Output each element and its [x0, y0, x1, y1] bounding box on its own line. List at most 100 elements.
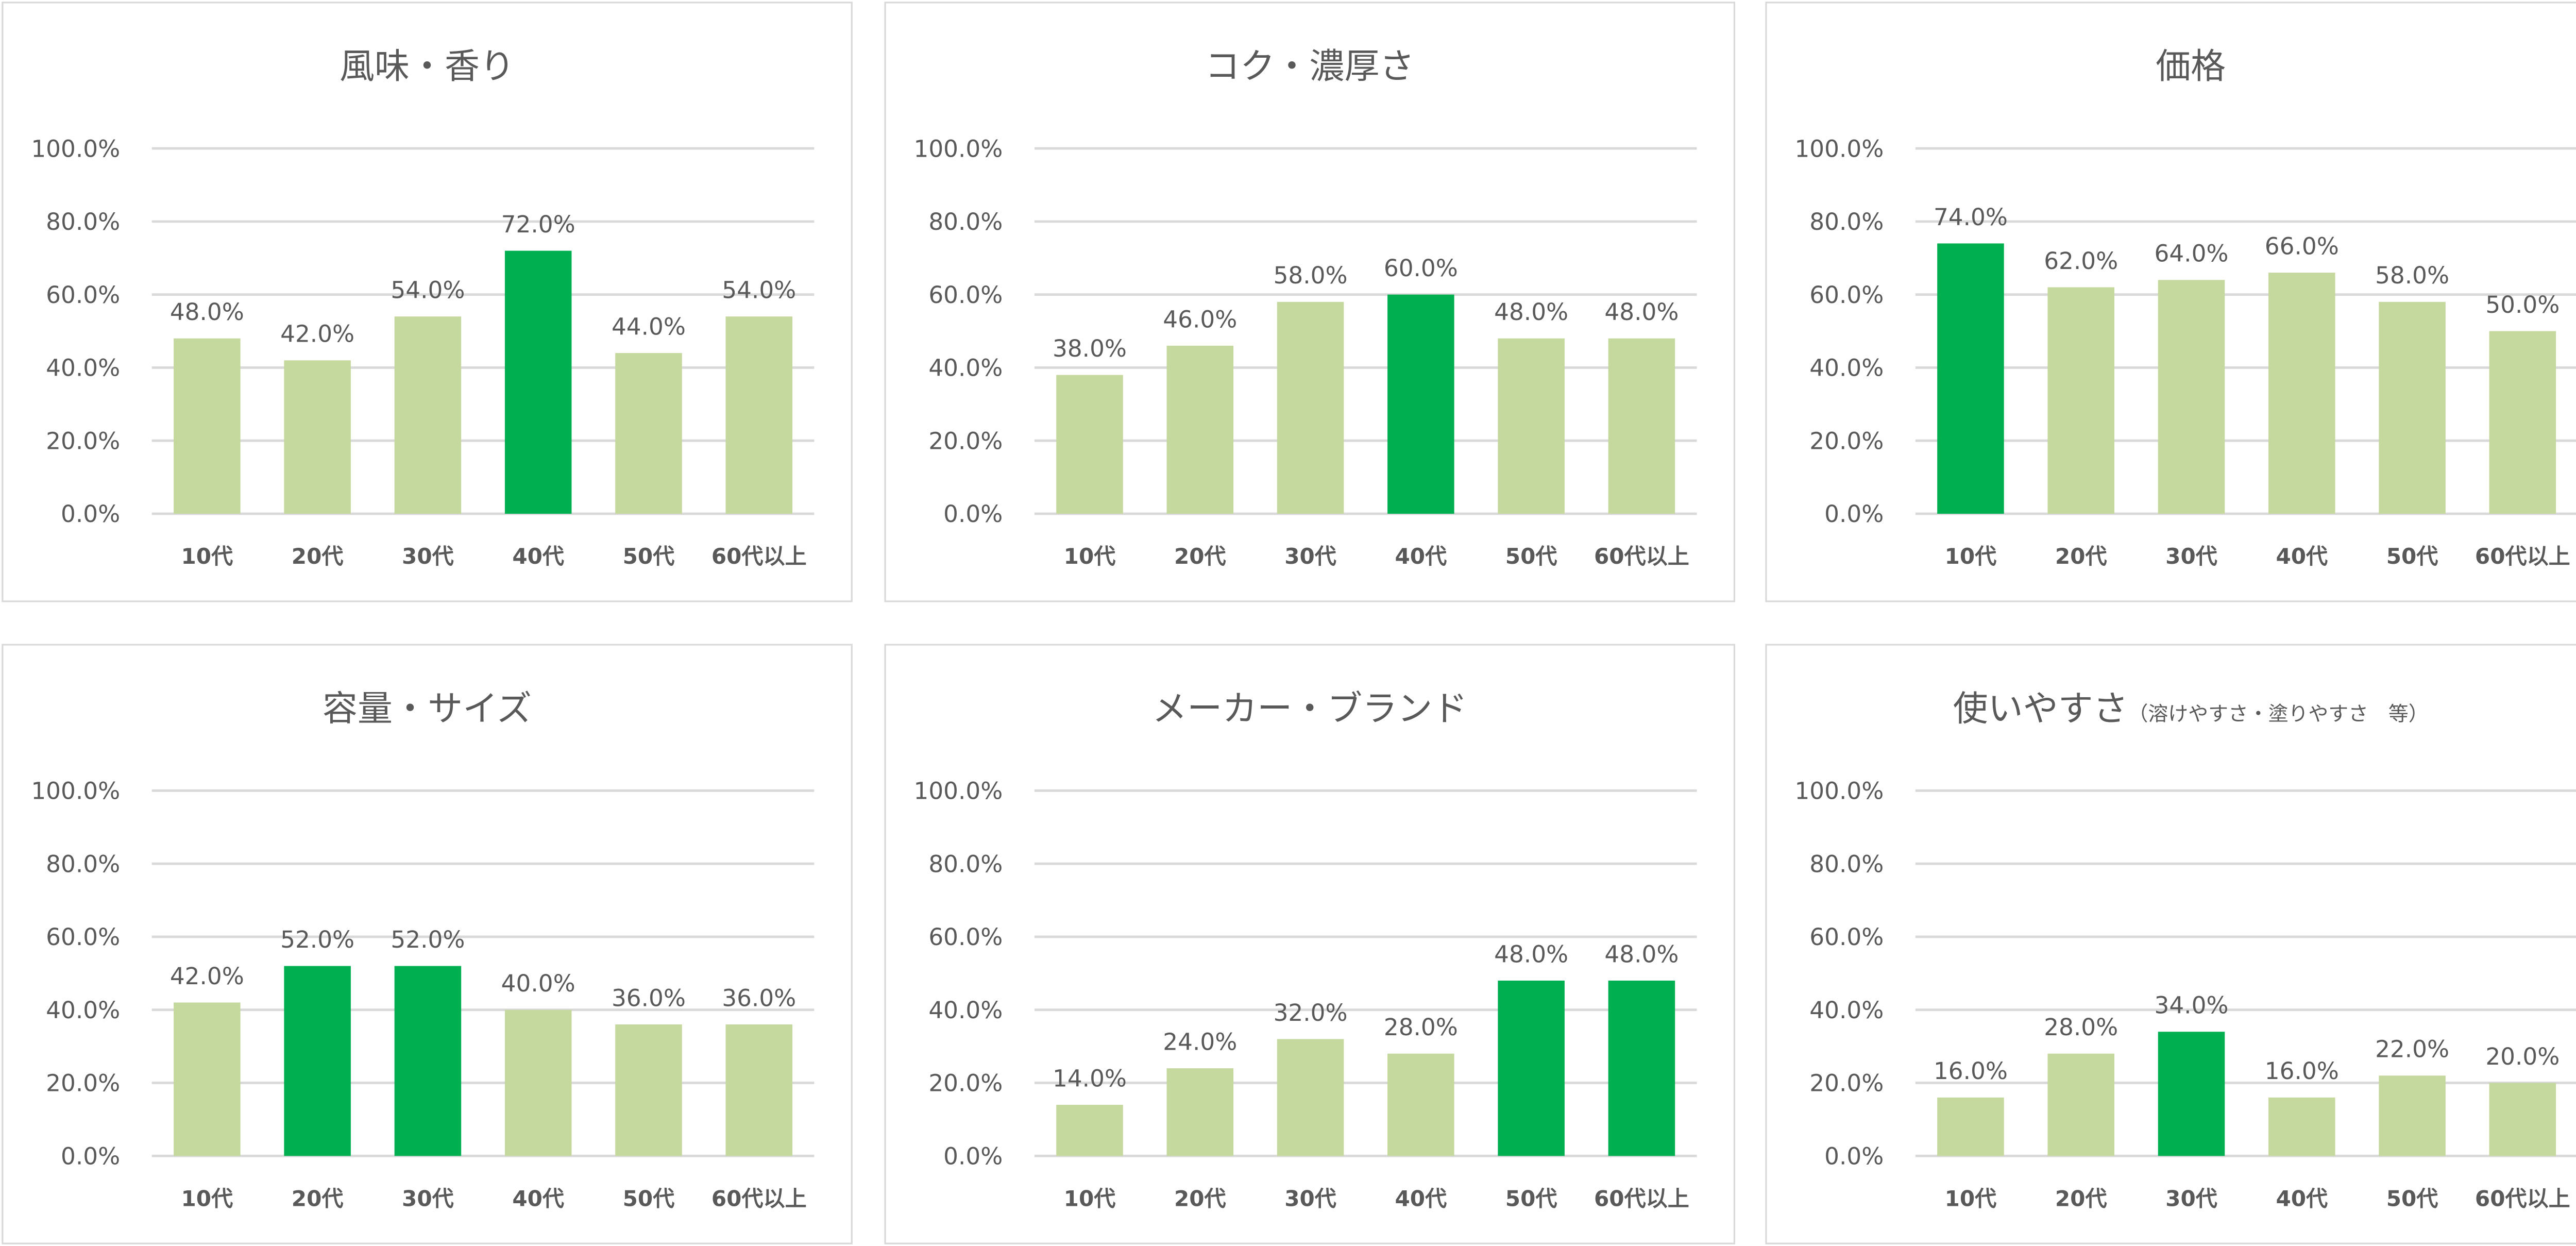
x-tick-label: 30代 — [402, 544, 454, 569]
bar — [394, 966, 462, 1156]
bar — [284, 360, 351, 514]
y-tick-label: 60.0% — [928, 281, 1003, 309]
x-tick-label: 40代 — [512, 1186, 564, 1211]
data-label: 54.0% — [722, 277, 796, 304]
y-tick-label: 60.0% — [1809, 923, 1884, 951]
bar-chart: 0.0% 20.0% 40.0% 60.0% 80.0% 100.0% 74.0% 10代 62… — [1794, 135, 2576, 569]
x-tick-label: 20代 — [1174, 544, 1226, 569]
bar — [2158, 1032, 2225, 1156]
bar — [2047, 1053, 2114, 1156]
y-tick-label: 100.0% — [1794, 135, 1884, 162]
bar — [1166, 345, 1234, 514]
bar — [504, 250, 572, 514]
y-tick-label: 40.0% — [46, 355, 120, 382]
data-label: 48.0% — [1604, 298, 1679, 326]
y-tick-label: 60.0% — [46, 923, 120, 951]
data-label: 32.0% — [1274, 999, 1348, 1026]
y-tick-label: 20.0% — [928, 1070, 1003, 1097]
chart-title: 価格 — [1767, 40, 2576, 90]
y-tick-label: 80.0% — [928, 850, 1003, 878]
chart-title: 風味・香り — [3, 40, 851, 90]
x-tick-label: 60代以上 — [711, 544, 807, 569]
x-tick-label: 60代以上 — [1594, 1186, 1689, 1211]
chart-title: コク・濃厚さ — [886, 40, 1734, 90]
x-tick-label: 20代 — [292, 544, 344, 569]
y-tick-label: 80.0% — [1809, 208, 1884, 235]
data-label: 48.0% — [170, 298, 244, 326]
x-tick-label: 60代以上 — [2475, 544, 2570, 569]
x-tick-label: 60代以上 — [2475, 1186, 2570, 1211]
data-label: 62.0% — [2044, 247, 2118, 275]
chart-title-text: 容量・サイズ — [323, 688, 532, 729]
bar — [2047, 287, 2114, 514]
y-tick-label: 100.0% — [31, 135, 120, 162]
bar — [1608, 338, 1675, 514]
chart-subtitle: （溶けやすさ・塗りやすさ 等） — [2128, 702, 2429, 726]
y-tick-label: 40.0% — [928, 355, 1003, 382]
data-label: 60.0% — [1384, 255, 1458, 282]
bar — [2158, 280, 2225, 514]
data-label: 44.0% — [612, 313, 686, 340]
y-tick-label: 0.0% — [61, 500, 120, 528]
bar — [174, 338, 241, 514]
x-tick-label: 10代 — [181, 1186, 233, 1211]
y-tick-label: 0.0% — [61, 1142, 120, 1170]
x-tick-label: 50代 — [2386, 544, 2438, 569]
y-tick-label: 20.0% — [928, 427, 1003, 454]
data-label: 40.0% — [501, 970, 575, 997]
chart-title-text: コク・濃厚さ — [1205, 46, 1415, 87]
chart-panel-richness: コク・濃厚さ 0.0% 20.0% 40.0% 60.0% 80.0% 100.0% 38.… — [884, 2, 1736, 602]
x-tick-label: 20代 — [292, 1186, 344, 1211]
y-tick-label: 40.0% — [46, 997, 120, 1024]
x-tick-label: 50代 — [1505, 1186, 1557, 1211]
x-tick-label: 50代 — [623, 544, 675, 569]
x-tick-label: 10代 — [1064, 544, 1116, 569]
x-tick-label: 20代 — [1174, 1186, 1226, 1211]
bar — [2268, 273, 2335, 514]
data-label: 52.0% — [280, 926, 354, 953]
bar — [1498, 338, 1565, 514]
bar — [1498, 980, 1565, 1156]
bar — [1056, 375, 1123, 514]
bar — [725, 1024, 793, 1156]
bar — [1166, 1068, 1234, 1156]
bar — [284, 966, 351, 1156]
chart-title-text: 風味・香り — [340, 46, 515, 87]
bar — [725, 316, 793, 514]
y-tick-label: 60.0% — [46, 281, 120, 309]
x-tick-label: 20代 — [2055, 544, 2107, 569]
data-label: 72.0% — [501, 211, 575, 238]
data-label: 14.0% — [1053, 1065, 1127, 1092]
data-label: 58.0% — [2375, 262, 2449, 289]
data-label: 52.0% — [391, 926, 465, 953]
data-label: 38.0% — [1053, 335, 1127, 362]
x-tick-label: 50代 — [1505, 544, 1557, 569]
y-tick-label: 20.0% — [1809, 427, 1884, 454]
bar — [1387, 1053, 1454, 1156]
data-label: 42.0% — [170, 963, 244, 990]
x-tick-label: 60代以上 — [1594, 544, 1689, 569]
y-tick-label: 80.0% — [46, 850, 120, 878]
chart-title-text: メーカー・ブランド — [1152, 688, 1468, 729]
data-label: 20.0% — [2485, 1043, 2560, 1070]
x-tick-label: 10代 — [1064, 1186, 1116, 1211]
y-tick-label: 0.0% — [943, 500, 1003, 528]
bar — [1277, 301, 1344, 514]
y-tick-label: 40.0% — [1809, 997, 1884, 1024]
bar — [2379, 1075, 2446, 1156]
x-tick-label: 30代 — [2165, 1186, 2217, 1211]
data-label: 16.0% — [1934, 1057, 2008, 1085]
y-tick-label: 100.0% — [1794, 778, 1884, 805]
chart-panel-price: 価格 0.0% 20.0% 40.0% 60.0% 80.0% 100.0% 74.0% 10… — [1765, 2, 2576, 602]
bar-chart: 0.0% 20.0% 40.0% 60.0% 80.0% 100.0% 38.0% 10代 46… — [914, 135, 1697, 569]
data-label: 66.0% — [2265, 233, 2339, 260]
y-tick-label: 100.0% — [914, 135, 1003, 162]
x-tick-label: 60代以上 — [711, 1186, 807, 1211]
y-tick-label: 80.0% — [1809, 850, 1884, 878]
x-tick-label: 30代 — [1284, 544, 1336, 569]
bar — [615, 353, 682, 514]
data-label: 48.0% — [1604, 940, 1679, 968]
bar — [2268, 1097, 2335, 1156]
y-tick-label: 0.0% — [1824, 500, 1884, 528]
bar — [1937, 243, 2004, 514]
